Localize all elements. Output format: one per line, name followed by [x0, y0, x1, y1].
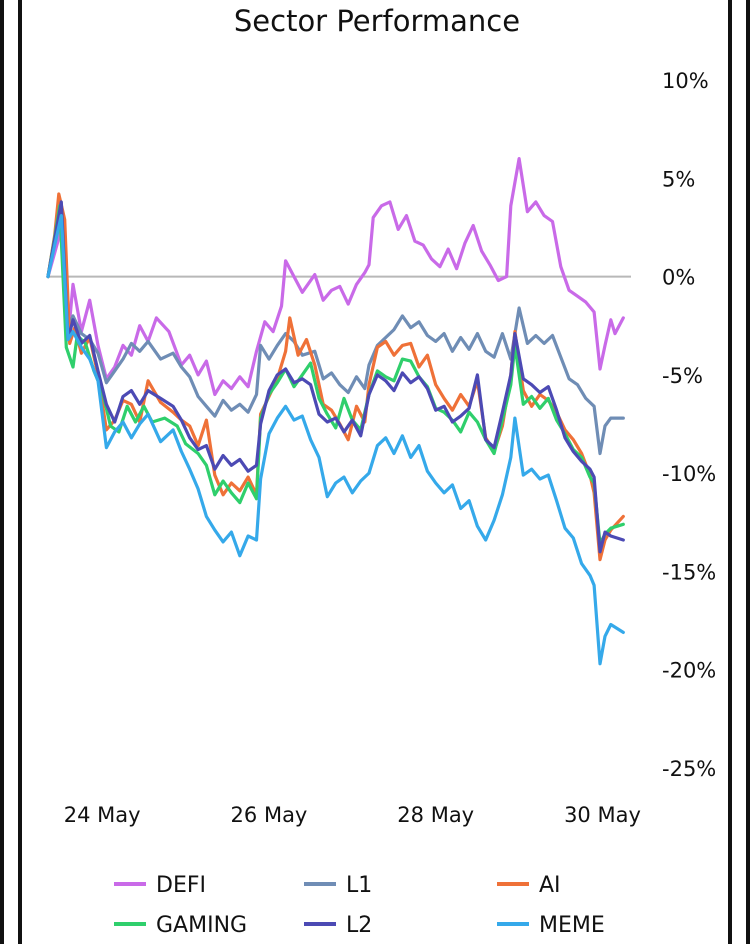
legend-label-ai: AI — [539, 873, 561, 898]
y-tick-label: -15% — [662, 560, 716, 584]
x-tick-label: 24 May — [64, 803, 141, 827]
y-tick-label: -5% — [662, 364, 703, 388]
series-line-l1 — [46, 206, 625, 456]
series-line-l2 — [46, 200, 625, 554]
chart-svg: Sector Performance 10% 5% 0% -5% -10% -15% -20… — [46, 4, 716, 938]
series-line-gaming — [46, 204, 625, 546]
y-tick-label: -20% — [662, 659, 716, 683]
y-tick-label: 10% — [662, 69, 709, 93]
series-lines — [46, 157, 625, 666]
y-tick-label: -25% — [662, 757, 716, 781]
legend-label-gaming: GAMING — [156, 913, 247, 938]
legend-label-defi: DEFI — [156, 873, 206, 898]
legend-label-l2: L2 — [346, 913, 372, 938]
x-tick-label: 26 May — [231, 803, 308, 827]
x-tick-label: 30 May — [564, 803, 641, 827]
chart-title: Sector Performance — [234, 4, 520, 38]
y-tick-label: 0% — [662, 266, 695, 290]
series-line-defi — [46, 157, 625, 397]
x-axis-ticks: 24 May 26 May 28 May 30 May — [64, 803, 641, 827]
x-tick-label: 28 May — [397, 803, 474, 827]
y-tick-label: -10% — [662, 462, 716, 486]
y-axis-ticks: 10% 5% 0% -5% -10% -15% -20% -25% — [662, 69, 716, 781]
legend: DEFI L1 AI GAMING L2 MEME — [114, 873, 605, 938]
y-tick-label: 5% — [662, 167, 695, 191]
legend-label-meme: MEME — [539, 913, 605, 938]
series-line-meme — [46, 214, 625, 666]
legend-label-l1: L1 — [346, 873, 372, 898]
